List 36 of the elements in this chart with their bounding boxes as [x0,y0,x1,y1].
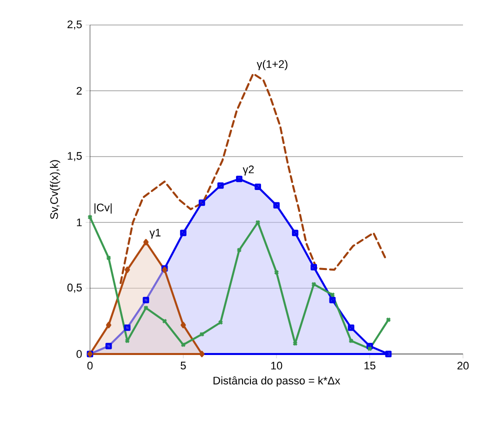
point [198,199,206,206]
y-tick-label: 1,5 [68,152,82,162]
point [292,230,298,236]
series-label: γ(1+2) [256,60,288,70]
x-tick-label: 10 [271,362,282,370]
point [329,296,336,304]
y-tick-label: 0 [76,350,82,358]
point [142,296,150,304]
point [310,264,317,270]
x-tick-label: 5 [180,362,186,370]
point [348,324,354,331]
point [385,350,392,358]
y-axis-title: Sv,Cv(f(x),k) [50,160,60,220]
y-tick-label: 2 [76,86,82,95]
point [273,202,280,208]
series-label: |Cv| [94,203,112,214]
y-tick-label: 2,5 [68,20,82,30]
point [143,238,149,246]
point [199,350,205,358]
point [105,342,112,350]
x-tick-label: 0 [87,362,93,370]
point [124,324,130,331]
point [180,230,186,236]
x-tick-label: 15 [364,362,376,370]
point [254,184,262,190]
point [236,176,242,182]
point [124,266,130,273]
x-tick-label: 20 [457,362,469,370]
point [217,182,224,189]
series-label: γ1 [150,228,161,239]
point [106,322,112,328]
x-axis-title: Distância do passo = k*Δx [214,376,340,387]
series-label: γ2 [242,166,254,176]
point [180,322,186,328]
y-tick-label: 0,5 [67,284,82,293]
y-tick-label: 1 [76,218,82,226]
